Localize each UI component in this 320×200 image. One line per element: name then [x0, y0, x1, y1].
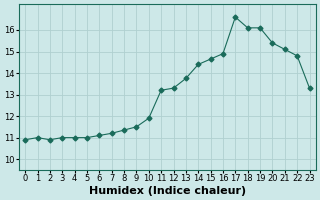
- X-axis label: Humidex (Indice chaleur): Humidex (Indice chaleur): [89, 186, 246, 196]
